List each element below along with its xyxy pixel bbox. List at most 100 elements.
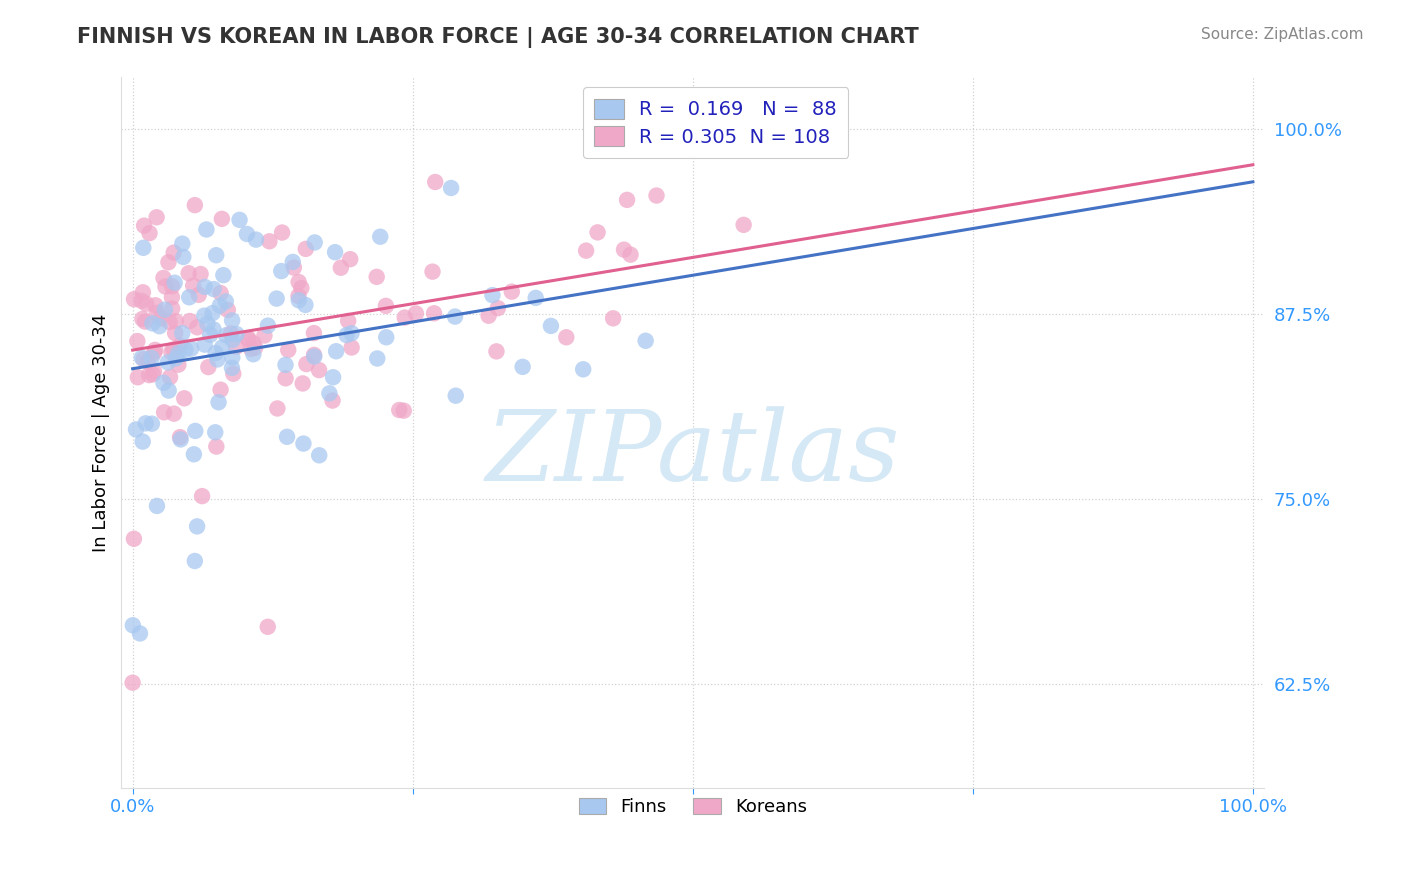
Point bbox=[204, 425, 226, 440]
Point bbox=[259, 235, 281, 249]
Point bbox=[132, 352, 155, 367]
Point bbox=[524, 291, 547, 305]
Point bbox=[202, 322, 225, 336]
Point bbox=[190, 267, 212, 281]
Point bbox=[207, 395, 229, 409]
Point bbox=[146, 306, 169, 320]
Point bbox=[271, 226, 294, 240]
Point bbox=[225, 327, 247, 342]
Point bbox=[173, 392, 195, 406]
Point bbox=[242, 347, 264, 361]
Point bbox=[733, 218, 755, 232]
Point bbox=[211, 211, 233, 226]
Point bbox=[159, 370, 181, 384]
Point bbox=[153, 302, 176, 317]
Point bbox=[318, 386, 340, 401]
Point bbox=[195, 317, 218, 331]
Point bbox=[423, 306, 446, 320]
Point bbox=[287, 289, 309, 303]
Point bbox=[138, 226, 160, 240]
Point bbox=[444, 389, 467, 403]
Point bbox=[191, 489, 214, 503]
Point bbox=[194, 337, 217, 351]
Point bbox=[256, 620, 278, 634]
Point bbox=[160, 345, 183, 359]
Point bbox=[339, 252, 361, 267]
Point bbox=[181, 278, 204, 293]
Point bbox=[270, 264, 292, 278]
Point bbox=[134, 315, 156, 329]
Point bbox=[174, 343, 197, 357]
Point bbox=[295, 357, 318, 371]
Point bbox=[204, 346, 226, 360]
Point bbox=[217, 302, 239, 317]
Point bbox=[157, 384, 180, 398]
Point bbox=[586, 226, 609, 240]
Point bbox=[172, 250, 194, 264]
Point bbox=[219, 326, 242, 341]
Point bbox=[292, 436, 315, 450]
Point bbox=[225, 340, 247, 354]
Point bbox=[215, 328, 238, 343]
Point bbox=[257, 318, 280, 333]
Point bbox=[165, 351, 187, 366]
Point bbox=[152, 376, 174, 390]
Point bbox=[555, 330, 578, 344]
Point bbox=[153, 405, 176, 419]
Point bbox=[157, 255, 180, 269]
Point bbox=[149, 311, 172, 326]
Point bbox=[276, 430, 298, 444]
Point bbox=[160, 279, 183, 293]
Point bbox=[221, 313, 243, 327]
Point bbox=[392, 403, 415, 417]
Point bbox=[195, 222, 218, 236]
Legend: Finns, Koreans: Finns, Koreans bbox=[569, 789, 815, 825]
Point bbox=[163, 276, 186, 290]
Point bbox=[131, 293, 153, 308]
Point bbox=[184, 424, 207, 438]
Point bbox=[180, 342, 202, 356]
Point bbox=[155, 279, 177, 293]
Point bbox=[132, 285, 155, 300]
Point bbox=[221, 333, 243, 347]
Point bbox=[201, 306, 224, 320]
Point bbox=[184, 198, 207, 212]
Point bbox=[266, 401, 288, 416]
Point bbox=[127, 370, 149, 384]
Point bbox=[179, 314, 201, 328]
Point bbox=[291, 376, 314, 391]
Point bbox=[215, 294, 238, 309]
Point bbox=[127, 334, 149, 348]
Point bbox=[394, 310, 416, 325]
Point bbox=[486, 301, 509, 315]
Point bbox=[512, 359, 534, 374]
Point bbox=[212, 268, 235, 282]
Point bbox=[142, 368, 165, 382]
Point bbox=[228, 212, 250, 227]
Point bbox=[634, 334, 657, 348]
Point bbox=[135, 296, 157, 310]
Point bbox=[425, 175, 447, 189]
Point bbox=[281, 255, 304, 269]
Point bbox=[183, 447, 205, 461]
Point bbox=[131, 434, 153, 449]
Point bbox=[283, 260, 305, 275]
Point bbox=[245, 233, 267, 247]
Point bbox=[645, 188, 668, 202]
Point bbox=[187, 288, 209, 302]
Point bbox=[304, 350, 326, 364]
Point bbox=[366, 351, 388, 366]
Point bbox=[167, 346, 190, 360]
Point bbox=[129, 626, 152, 640]
Point bbox=[169, 430, 191, 444]
Point bbox=[141, 351, 163, 365]
Point bbox=[287, 275, 309, 289]
Point bbox=[540, 318, 562, 333]
Point bbox=[169, 339, 191, 353]
Point bbox=[179, 290, 201, 304]
Point bbox=[274, 358, 297, 372]
Point bbox=[368, 229, 391, 244]
Point bbox=[145, 298, 167, 312]
Point bbox=[205, 248, 228, 262]
Point bbox=[172, 326, 194, 340]
